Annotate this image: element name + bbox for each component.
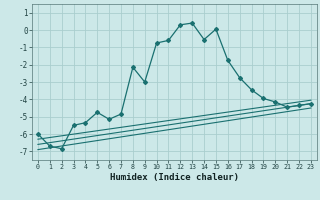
X-axis label: Humidex (Indice chaleur): Humidex (Indice chaleur) (110, 173, 239, 182)
